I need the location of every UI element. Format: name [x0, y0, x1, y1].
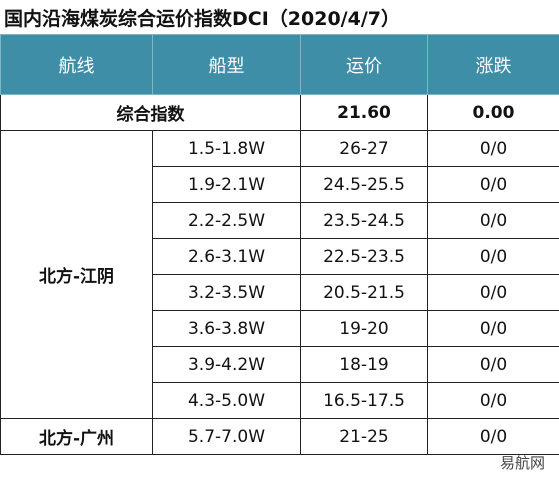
- price: 20.5-21.5: [300, 274, 428, 311]
- ship-type: 2.2-2.5W: [152, 202, 301, 239]
- composite-row: 综合指数 21.60 0.00: [0, 94, 559, 131]
- price: 19-20: [300, 310, 428, 347]
- price: 24.5-25.5: [300, 166, 428, 203]
- composite-price: 21.60: [300, 94, 428, 131]
- price: 21-25: [300, 418, 428, 455]
- ship-type: 3.6-3.8W: [152, 310, 301, 347]
- data-row: 3.2-3.5W 20.5-21.5 0/0: [1, 274, 559, 311]
- title: 国内沿海煤炭综合运价指数DCI（2020/4/7）: [4, 8, 400, 30]
- route-cell: 北方-江阴: [0, 130, 153, 419]
- change: 0/0: [427, 238, 559, 275]
- composite-change: 0.00: [427, 94, 559, 131]
- change: 0/0: [427, 166, 559, 203]
- header-row: 航线 船型 运价 涨跌: [0, 34, 559, 95]
- price: 16.5-17.5: [300, 382, 428, 419]
- freight-table: 航线 船型 运价 涨跌 综合指数 21.60 0.00 北方-江阴 1.5-1.8W 26-27…: [0, 34, 559, 455]
- header-cell: 运价: [300, 34, 428, 95]
- change: 0/0: [427, 130, 559, 167]
- watermark: 易航网: [499, 454, 545, 472]
- ship-type: 1.9-2.1W: [152, 166, 301, 203]
- price: 26-27: [300, 130, 428, 167]
- data-row: 3.9-4.2W 18-19 0/0: [1, 346, 559, 383]
- composite-label: 综合指数: [0, 94, 301, 131]
- ship-type: 1.5-1.8W: [152, 130, 301, 167]
- header-cell: 船型: [152, 34, 301, 95]
- price: 18-19: [300, 346, 428, 383]
- price: 23.5-24.5: [300, 202, 428, 239]
- header-cell: 涨跌: [427, 34, 559, 95]
- data-row: 2.2-2.5W 23.5-24.5 0/0: [1, 202, 559, 239]
- data-row: 北方-广州 5.7-7.0W 21-25 0/0: [0, 418, 559, 455]
- ship-type: 4.3-5.0W: [152, 382, 301, 419]
- ship-type: 2.6-3.1W: [152, 238, 301, 275]
- table-body: 综合指数 21.60 0.00 北方-江阴 1.5-1.8W 26-27 0/0 1.9-2.…: [0, 94, 559, 455]
- data-row: 4.3-5.0W 16.5-17.5 0/0: [1, 382, 559, 419]
- header-cell: 航线: [0, 34, 153, 95]
- change: 0/0: [427, 346, 559, 383]
- data-row: 3.6-3.8W 19-20 0/0: [1, 310, 559, 347]
- change: 0/0: [427, 202, 559, 239]
- change: 0/0: [427, 382, 559, 419]
- change: 0/0: [427, 274, 559, 311]
- change: 0/0: [427, 310, 559, 347]
- ship-type: 3.2-3.5W: [152, 274, 301, 311]
- data-row: 2.6-3.1W 22.5-23.5 0/0: [1, 238, 559, 275]
- ship-type: 5.7-7.0W: [152, 418, 301, 455]
- ship-type: 3.9-4.2W: [152, 346, 301, 383]
- change: 0/0: [427, 418, 559, 455]
- price: 22.5-23.5: [300, 238, 428, 275]
- route-cell: 北方-广州: [0, 418, 153, 455]
- data-row: 北方-江阴 1.5-1.8W 26-27 0/0: [0, 130, 559, 419]
